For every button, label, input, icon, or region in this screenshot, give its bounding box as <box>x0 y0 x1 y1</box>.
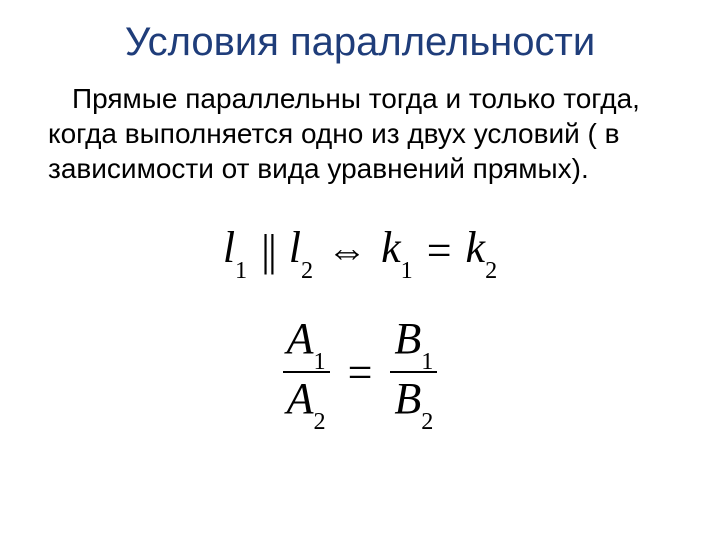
var-l1: l1 <box>223 222 247 279</box>
formula-slope-condition: l1 || l2 ⇔ k1 = k2 <box>223 222 497 279</box>
var-k1: k1 <box>381 222 413 279</box>
var-l2: l2 <box>289 222 313 279</box>
frac-B-den: B2 <box>390 371 437 429</box>
equals-2: = <box>348 347 373 398</box>
formula-coefficient-ratio: A1 A2 = B1 B2 <box>283 315 438 430</box>
formulas: l1 || l2 ⇔ k1 = k2 A1 A2 = B1 B2 <box>48 222 672 430</box>
slide: Условия параллельности Прямые параллельн… <box>0 0 720 540</box>
frac-A-num: A1 <box>283 315 330 371</box>
frac-B-num: B1 <box>390 315 437 371</box>
frac-A-den: A2 <box>283 371 330 429</box>
parallel-symbol: || <box>261 225 275 276</box>
iff-symbol: ⇔ <box>327 227 367 274</box>
fraction-A: A1 A2 <box>283 315 330 430</box>
fraction-B: B1 B2 <box>390 315 437 430</box>
var-k2: k2 <box>466 222 498 279</box>
slide-title: Условия параллельности <box>48 20 672 65</box>
body-paragraph: Прямые параллельны тогда и только тогда,… <box>48 81 672 186</box>
equals-1: = <box>427 225 452 276</box>
